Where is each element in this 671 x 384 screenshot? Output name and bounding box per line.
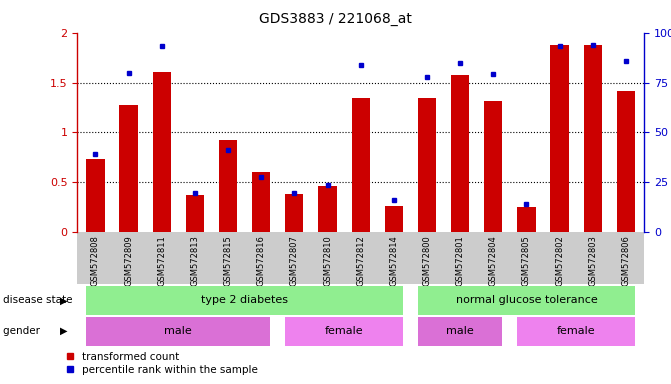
Text: female: female — [325, 326, 364, 336]
Bar — [252, 172, 270, 232]
Bar — [352, 98, 370, 232]
Bar — [451, 74, 469, 232]
Text: type 2 diabetes: type 2 diabetes — [201, 295, 288, 306]
Bar — [384, 206, 403, 232]
Bar — [119, 104, 138, 232]
Bar — [285, 194, 303, 232]
Text: gender: gender — [3, 326, 44, 336]
Bar — [87, 159, 105, 232]
Bar — [584, 45, 602, 232]
Bar — [219, 141, 237, 232]
Text: GDS3883 / 221068_at: GDS3883 / 221068_at — [259, 12, 412, 25]
Bar — [186, 195, 204, 232]
Text: ▶: ▶ — [60, 295, 67, 306]
Text: normal glucose tolerance: normal glucose tolerance — [456, 295, 597, 306]
Bar — [152, 71, 171, 232]
Bar — [318, 186, 337, 232]
Bar — [550, 45, 569, 232]
Bar — [517, 207, 535, 232]
Text: disease state: disease state — [3, 295, 76, 306]
Bar — [617, 91, 635, 232]
Bar — [418, 98, 436, 232]
Bar — [484, 101, 503, 232]
Text: ▶: ▶ — [60, 326, 67, 336]
Text: male: male — [446, 326, 474, 336]
Text: female: female — [557, 326, 595, 336]
Legend: transformed count, percentile rank within the sample: transformed count, percentile rank withi… — [66, 352, 258, 375]
Text: male: male — [164, 326, 192, 336]
